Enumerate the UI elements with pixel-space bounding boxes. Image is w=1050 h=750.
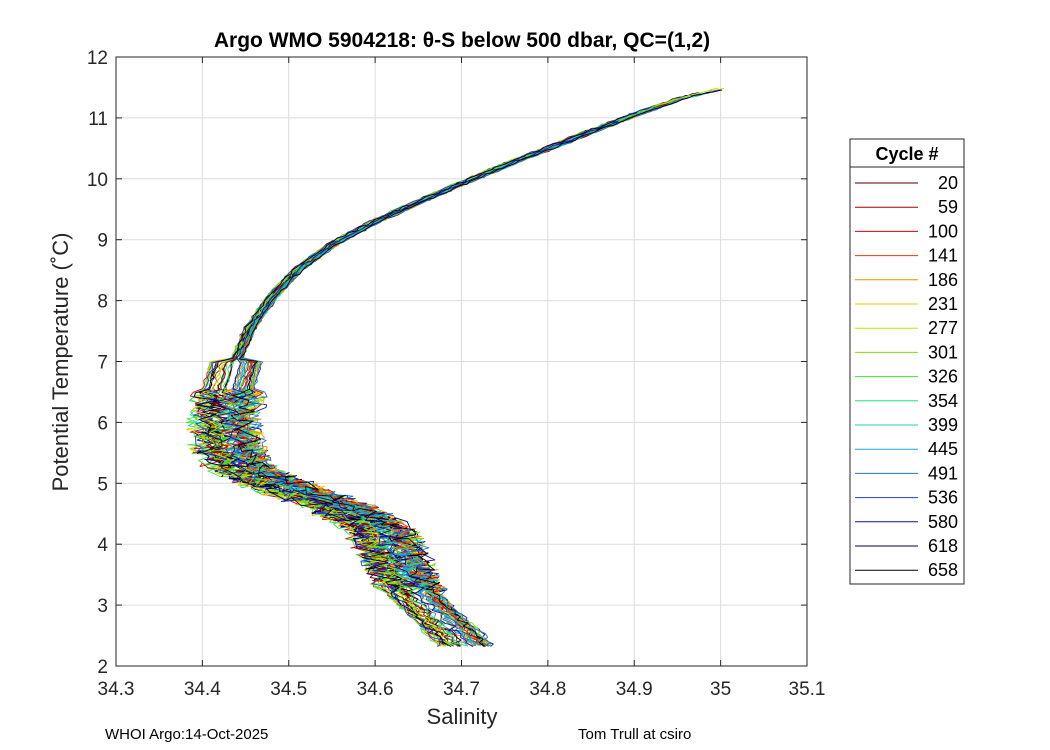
legend-label: 100: [928, 221, 958, 241]
y-tick-label: 8: [97, 292, 108, 313]
y-tick-label: 9: [97, 231, 108, 252]
y-axis-label: Potential Temperature (˚C): [48, 233, 73, 492]
legend-label: 399: [928, 415, 958, 435]
legend: Cycle # 20 59 100 141 186 231 277 301 326 354 399 4…: [849, 138, 965, 585]
profile-line: [193, 112, 638, 647]
x-tick-label: 35: [710, 679, 731, 700]
y-tick-label: 10: [87, 170, 108, 191]
x-axis-ticks: 34.3 34.4 34.5 34.6 34.7 34.8 34.9 35 35.1: [98, 57, 826, 700]
footer-right: Tom Trull at csiro: [578, 726, 692, 743]
legend-label: 536: [928, 488, 958, 508]
profile-line: [186, 126, 597, 647]
x-tick-label: 34.7: [443, 679, 480, 700]
x-tick-label: 34.9: [616, 679, 653, 700]
y-axis-ticks: 2 3 4 5 6 7 8 9 10 11 12: [87, 48, 807, 678]
legend-label: 20: [938, 173, 958, 193]
y-tick-label: 2: [97, 657, 108, 678]
y-tick-label: 7: [97, 353, 108, 374]
legend-label: 491: [928, 463, 958, 483]
profile-line: [215, 121, 618, 647]
x-tick-label: 34.6: [357, 679, 394, 700]
legend-label: 141: [928, 246, 958, 266]
legend-label: 59: [938, 197, 958, 217]
legend-label: 277: [928, 318, 958, 338]
x-tick-label: 34.8: [529, 679, 566, 700]
y-tick-label: 12: [87, 48, 108, 69]
profile-line: [230, 89, 723, 648]
legend-label: 354: [928, 391, 958, 411]
x-tick-label: 34.5: [270, 679, 307, 700]
footer-left: WHOI Argo:14-Oct-2025: [105, 726, 269, 743]
y-tick-label: 6: [97, 413, 108, 434]
legend-label: 618: [928, 536, 958, 556]
grid-lines: [115, 56, 808, 667]
y-tick-label: 11: [88, 109, 108, 130]
profiles-group: [186, 87, 725, 648]
y-tick-label: 4: [97, 535, 108, 556]
legend-label: 445: [928, 439, 958, 459]
legend-label: 301: [928, 342, 958, 362]
x-tick-label: 35.1: [789, 679, 826, 700]
x-tick-label: 34.3: [98, 679, 135, 700]
legend-label: 580: [928, 512, 958, 532]
x-axis-label: Salinity: [427, 704, 498, 729]
legend-label: 186: [928, 270, 958, 290]
chart-title: Argo WMO 5904218: θ-S below 500 dbar, QC…: [214, 29, 710, 52]
x-tick-label: 34.4: [184, 679, 221, 700]
legend-title: Cycle #: [875, 144, 938, 164]
y-tick-label: 3: [97, 596, 108, 617]
legend-label: 231: [928, 294, 958, 314]
legend-box: [849, 138, 965, 585]
legend-entries: 20 59 100 141 186 231 277 301 326 354 399 445 491 536…: [855, 173, 958, 580]
legend-label: 326: [928, 367, 958, 387]
y-tick-label: 5: [97, 474, 108, 495]
legend-label: 658: [928, 560, 958, 580]
